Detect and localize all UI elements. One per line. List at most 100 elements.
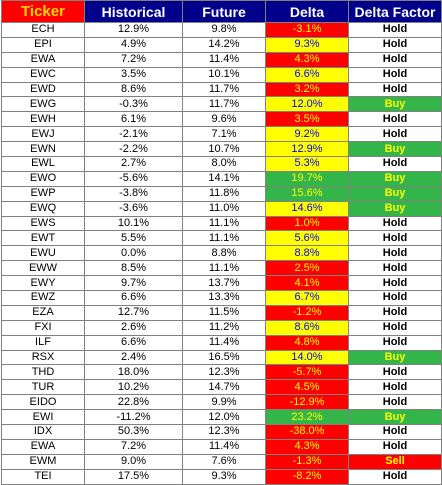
delta-cell: 6.6% <box>265 66 349 83</box>
delta-cell: 1.0% <box>265 215 349 232</box>
table-row: EWN -2.2% 10.7% 12.9% Buy <box>1 141 442 158</box>
delta-cell: 5.6% <box>265 230 349 247</box>
future-cell: 14.2% <box>182 36 266 53</box>
future-cell: 9.6% <box>182 111 266 128</box>
delta-cell: -5.7% <box>265 364 349 381</box>
table-row: TUR 10.2% 14.7% 4.5% Hold <box>1 379 442 396</box>
historical-cell: 9.0% <box>84 453 183 470</box>
delta-factor-cell: Hold <box>348 438 442 455</box>
historical-cell: -0.3% <box>84 96 183 113</box>
ticker-cell: EWC <box>1 66 85 83</box>
ticker-cell: EWL <box>1 156 85 172</box>
ticker-cell: EWJ <box>1 126 85 143</box>
table-row: EWL 2.7% 8.0% 5.3% Hold <box>1 156 442 172</box>
historical-cell: 7.2% <box>84 51 183 68</box>
delta-cell: 19.7% <box>265 170 349 187</box>
historical-cell: -11.2% <box>84 409 183 426</box>
table-row: EWJ -2.1% 7.1% 9.2% Hold <box>1 126 442 143</box>
future-cell: 9.8% <box>182 22 266 38</box>
table-row: EWT 5.5% 11.1% 5.6% Hold <box>1 230 442 247</box>
delta-cell: 15.6% <box>265 185 349 202</box>
delta-cell: -3.1% <box>265 22 349 38</box>
future-cell: 13.3% <box>182 290 266 306</box>
table-row: EWW 8.5% 11.1% 2.5% Hold <box>1 260 442 277</box>
delta-factor-cell: Hold <box>348 319 442 336</box>
column-header-ticker[interactable]: Ticker <box>1 0 85 23</box>
ticker-cell: ECH <box>1 22 85 38</box>
future-cell: 14.7% <box>182 379 266 396</box>
historical-cell: 8.6% <box>84 81 183 98</box>
historical-cell: 12.9% <box>84 22 183 38</box>
delta-factor-cell: Hold <box>348 379 442 396</box>
table-row: EWI -11.2% 12.0% 23.2% Buy <box>1 409 442 426</box>
future-cell: 14.1% <box>182 170 266 187</box>
ticker-cell: EWP <box>1 185 85 202</box>
historical-cell: 2.6% <box>84 319 183 336</box>
delta-factor-cell: Hold <box>348 215 442 232</box>
table-row: EWA 7.2% 11.4% 4.3% Hold <box>1 51 442 68</box>
delta-cell: 5.3% <box>265 156 349 172</box>
column-header-future[interactable]: Future <box>182 0 266 23</box>
delta-factor-cell: Buy <box>348 185 442 202</box>
delta-factor-cell: Buy <box>348 349 442 366</box>
column-header-delta[interactable]: Delta <box>265 0 349 23</box>
delta-cell: 12.0% <box>265 96 349 113</box>
delta-cell: 8.6% <box>265 319 349 336</box>
delta-cell: 9.2% <box>265 126 349 143</box>
delta-cell: 4.5% <box>265 379 349 396</box>
table-row: RSX 2.4% 16.5% 14.0% Buy <box>1 349 442 366</box>
ticker-cell: ILF <box>1 334 85 351</box>
historical-cell: 18.0% <box>84 364 183 381</box>
delta-factor-cell: Hold <box>348 364 442 381</box>
table-row: EWD 8.6% 11.7% 3.2% Hold <box>1 81 442 98</box>
historical-cell: -3.8% <box>84 185 183 202</box>
ticker-cell: IDX <box>1 424 85 440</box>
future-cell: 12.3% <box>182 424 266 440</box>
table-row: EWG -0.3% 11.7% 12.0% Buy <box>1 96 442 113</box>
column-header-historical[interactable]: Historical <box>84 0 183 23</box>
delta-factor-cell: Hold <box>348 66 442 83</box>
delta-cell: 14.6% <box>265 200 349 217</box>
delta-factor-cell: Hold <box>348 304 442 321</box>
delta-cell: -12.9% <box>265 394 349 411</box>
table-row: ILF 6.6% 11.4% 4.8% Hold <box>1 334 442 351</box>
ticker-cell: EWQ <box>1 200 85 217</box>
ticker-cell: EWU <box>1 245 85 262</box>
ticker-cell: EWA <box>1 51 85 68</box>
delta-cell: 6.7% <box>265 290 349 306</box>
table-header: Ticker Historical Future Delta Delta Fac… <box>1 0 442 23</box>
ticker-cell: THD <box>1 364 85 381</box>
delta-factor-cell: Hold <box>348 36 442 53</box>
table-row: EWM 9.0% 7.6% -1.3% Sell <box>1 453 442 470</box>
future-cell: 11.5% <box>182 304 266 321</box>
historical-cell: -3.6% <box>84 200 183 217</box>
delta-cell: 8.8% <box>265 245 349 262</box>
future-cell: 16.5% <box>182 349 266 366</box>
table-row: EWC 3.5% 10.1% 6.6% Hold <box>1 66 442 83</box>
historical-cell: -2.1% <box>84 126 183 143</box>
header-row: Ticker Historical Future Delta Delta Fac… <box>1 0 442 23</box>
historical-cell: 0.0% <box>84 245 183 262</box>
table-row: EZA 12.7% 11.5% -1.2% Hold <box>1 304 442 321</box>
table-row: EWH 6.1% 9.6% 3.5% Hold <box>1 111 442 128</box>
historical-cell: 2.7% <box>84 156 183 172</box>
delta-factor-cell: Buy <box>348 141 442 158</box>
ticker-cell: EZA <box>1 304 85 321</box>
delta-factor-cell: Buy <box>348 170 442 187</box>
ticker-cell: EWG <box>1 96 85 113</box>
future-cell: 9.9% <box>182 394 266 411</box>
historical-cell: -5.6% <box>84 170 183 187</box>
future-cell: 7.1% <box>182 126 266 143</box>
historical-cell: 8.5% <box>84 260 183 277</box>
delta-cell: -1.2% <box>265 304 349 321</box>
delta-cell: 12.9% <box>265 141 349 158</box>
ticker-cell: EWH <box>1 111 85 128</box>
ticker-cell: EIDO <box>1 394 85 411</box>
historical-cell: 2.4% <box>84 349 183 366</box>
column-header-delta-factor[interactable]: Delta Factor <box>348 0 442 23</box>
ticker-cell: EWO <box>1 170 85 187</box>
table-row: EWU 0.0% 8.8% 8.8% Hold <box>1 245 442 262</box>
delta-factor-cell: Hold <box>348 245 442 262</box>
historical-cell: 7.2% <box>84 438 183 455</box>
